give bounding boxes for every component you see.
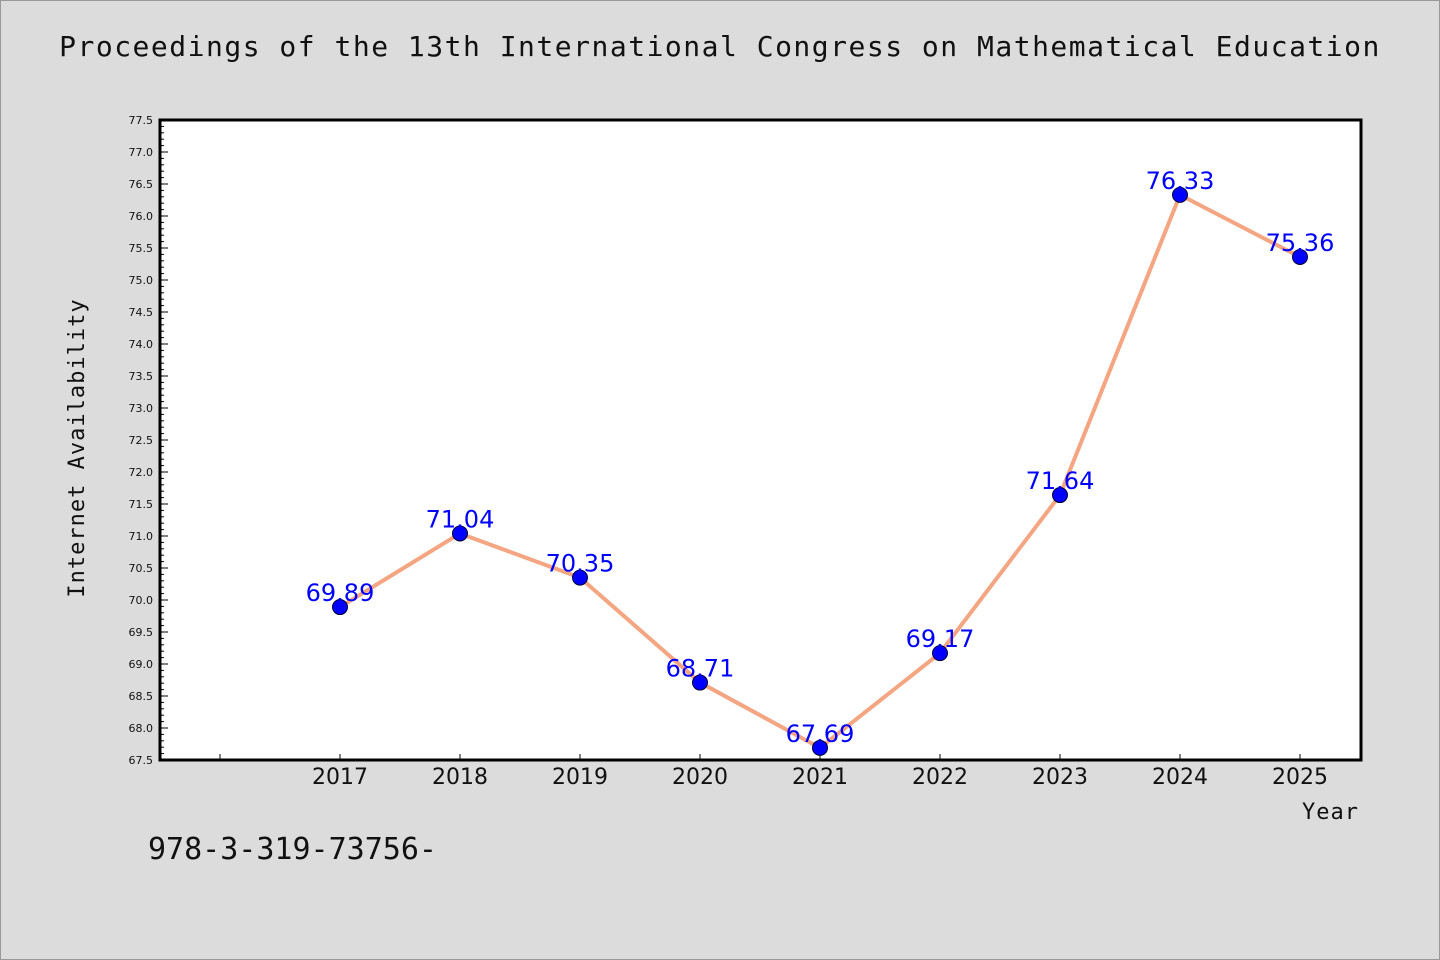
- y-tick-label: 73.0: [129, 402, 154, 415]
- y-axis: 67.5 68.0 68.5 69.0 69.5 70.0 70.5 71.0 71.5 72.0…: [129, 114, 168, 767]
- x-tick-label: 2021: [792, 765, 848, 790]
- data-label-layer: 69.89 71.04 70.35 68.71 67.69 69.17 71.64 76.33…: [306, 167, 1335, 748]
- y-tick-label: 77.5: [129, 114, 154, 127]
- chart-title: Proceedings of the 13th International Co…: [59, 30, 1381, 63]
- data-point: [1172, 186, 1188, 203]
- y-tick-label: 68.5: [129, 690, 154, 703]
- data-label: 69.89: [306, 579, 375, 607]
- data-label: 71.64: [1026, 467, 1095, 495]
- data-label: 76.33: [1146, 167, 1215, 195]
- x-tick-label: 2025: [1272, 765, 1328, 790]
- data-point: [1292, 248, 1308, 265]
- data-label: 70.35: [546, 550, 615, 578]
- x-tick-label: 2017: [312, 765, 368, 790]
- y-tick-label: 71.5: [129, 498, 154, 511]
- y-tick-label: 76.5: [129, 178, 154, 191]
- y-tick-label: 71.0: [129, 530, 154, 543]
- data-point: [572, 569, 588, 586]
- x-axis-title: Year: [1302, 800, 1359, 825]
- data-point: [332, 599, 348, 616]
- x-axis: 2017 2018 2019 2020 2021 2022 2023 2024 2025: [219, 754, 1328, 790]
- y-tick-label: 77.0: [129, 146, 154, 159]
- x-tick-label: 2022: [912, 765, 968, 790]
- y-tick-label: 74.0: [129, 338, 154, 351]
- y-tick-label: 70.0: [129, 594, 154, 607]
- y-tick-label: 74.5: [129, 306, 154, 319]
- data-label: 75.36: [1266, 229, 1335, 257]
- y-tick-label: 69.0: [129, 658, 154, 671]
- series-layer: [332, 186, 1308, 756]
- y-tick-label: 72.5: [129, 434, 154, 447]
- x-tick-label: 2023: [1032, 765, 1088, 790]
- y-tick-label: 72.0: [129, 466, 154, 479]
- y-axis-title: Internet Availability: [65, 298, 90, 597]
- data-point: [452, 525, 468, 542]
- x-tick-label: 2020: [672, 765, 728, 790]
- data-label: 68.71: [666, 655, 735, 683]
- y-tick-label: 67.5: [129, 754, 154, 767]
- x-tick-label: 2024: [1152, 765, 1208, 790]
- x-tick-label: 2019: [552, 765, 608, 790]
- x-tick-label: 2018: [432, 765, 488, 790]
- data-point: [692, 674, 708, 691]
- data-point: [812, 739, 828, 756]
- y-tick-label: 75.0: [129, 274, 154, 287]
- data-label: 67.69: [786, 720, 855, 748]
- data-label: 69.17: [906, 625, 975, 653]
- plot-area: [158, 118, 1363, 762]
- y-tick-label: 76.0: [129, 210, 154, 223]
- y-tick-label: 75.5: [129, 242, 154, 255]
- y-tick-label: 69.5: [129, 626, 154, 639]
- data-point: [932, 645, 948, 662]
- data-point: [1052, 487, 1068, 504]
- y-tick-label: 68.0: [129, 722, 154, 735]
- isbn-caption: 978-3-319-73756-: [148, 832, 437, 867]
- data-label: 71.04: [426, 505, 495, 533]
- y-tick-label: 73.5: [129, 370, 154, 383]
- y-tick-label: 70.5: [129, 562, 154, 575]
